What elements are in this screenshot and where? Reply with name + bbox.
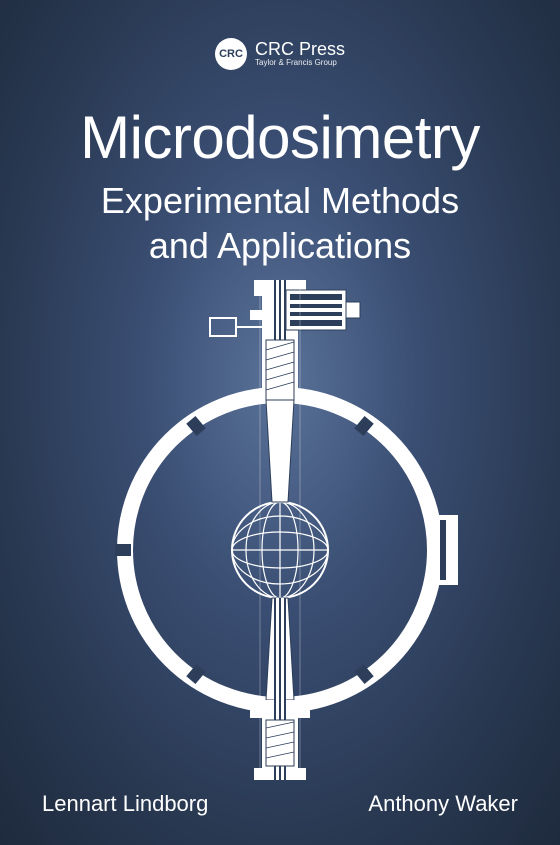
publisher-text: CRC Press Taylor & Francis Group [255, 40, 345, 68]
publisher-block: CRC CRC Press Taylor & Francis Group [215, 38, 345, 70]
publisher-logo-icon: CRC [215, 38, 247, 70]
author-right: Anthony Waker [368, 791, 518, 817]
author-left: Lennart Lindborg [42, 791, 208, 817]
publisher-name: CRC Press [255, 40, 345, 58]
title-block: Microdosimetry Experimental Methods and … [0, 108, 560, 268]
book-title: Microdosimetry [0, 108, 560, 168]
subtitle-line-2: and Applications [149, 225, 411, 266]
publisher-tagline: Taylor & Francis Group [255, 58, 345, 68]
publisher-logo-text: CRC [219, 48, 243, 60]
detector-diagram-icon [90, 280, 470, 780]
subtitle-line-1: Experimental Methods [101, 180, 459, 221]
authors-block: Lennart Lindborg Anthony Waker [0, 791, 560, 817]
book-subtitle: Experimental Methods and Applications [0, 178, 560, 268]
